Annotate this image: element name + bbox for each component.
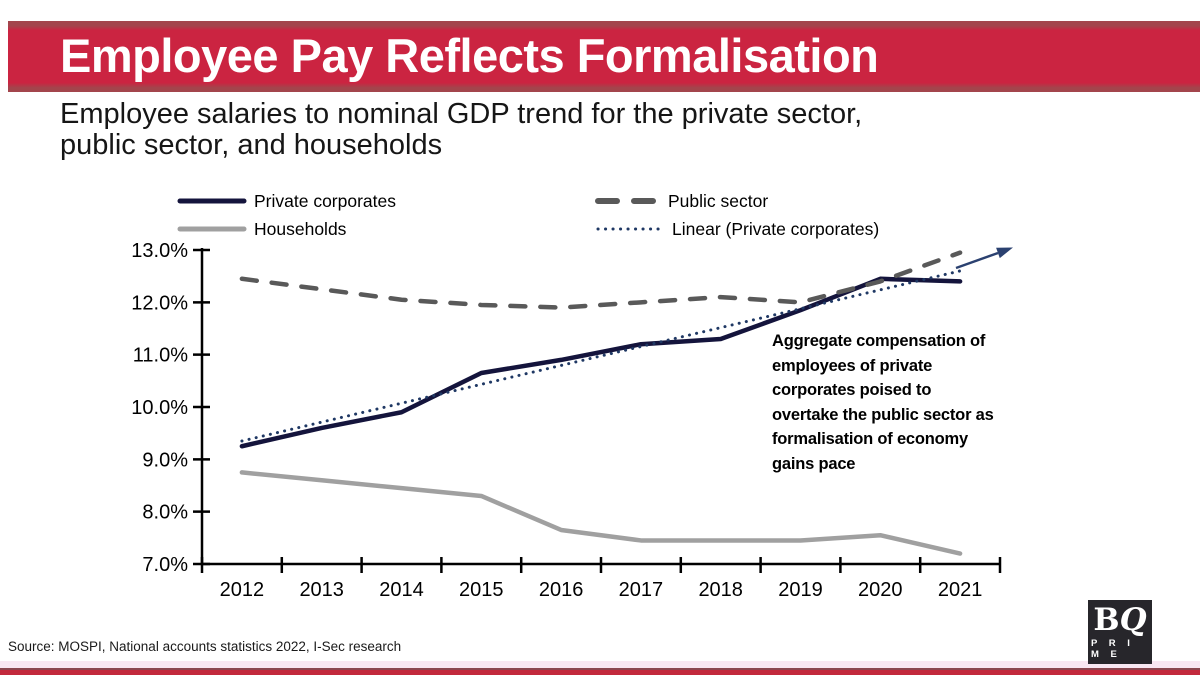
x-tick-label: 2019 xyxy=(778,579,823,601)
y-tick-label: 13.0% xyxy=(131,240,188,262)
bottom-bar-red xyxy=(0,670,1200,675)
x-tick-label: 2021 xyxy=(938,579,983,601)
y-tick-label: 7.0% xyxy=(142,554,188,576)
y-tick-label: 11.0% xyxy=(133,345,188,367)
x-tick-label: 2015 xyxy=(459,579,504,601)
linear-trend-line xyxy=(240,269,962,443)
y-tick-label: 8.0% xyxy=(142,502,188,524)
households-swatch xyxy=(177,226,247,232)
legend-item-households: Households xyxy=(177,218,347,239)
public-sector-swatch xyxy=(595,198,661,204)
x-tick-label: 2014 xyxy=(379,579,424,601)
legend-item-linear: Linear (Private corporates) xyxy=(595,218,880,239)
trend-arrow-shaft xyxy=(955,251,999,270)
bq-logo-text: BQ xyxy=(1093,601,1147,638)
x-tick-label: 2016 xyxy=(539,579,584,601)
bq-prime-logo: BQ P R I M E xyxy=(1088,600,1152,664)
prime-logo-text: P R I M E xyxy=(1091,637,1135,660)
chart-subtitle: Employee salaries to nominal GDP trend f… xyxy=(60,98,863,161)
x-tick-label: 2018 xyxy=(698,579,743,601)
chart-annotation: Aggregate compensation of employees of p… xyxy=(772,332,994,473)
public-sector-line xyxy=(239,250,963,310)
y-tick-label: 12.0% xyxy=(131,292,188,314)
page-title: Employee Pay Reflects Formalisation xyxy=(60,29,879,82)
households-line xyxy=(239,470,963,556)
legend-label-linear: Linear (Private corporates) xyxy=(672,218,880,239)
trend-arrow-head xyxy=(996,247,1013,259)
x-tick-label: 2013 xyxy=(299,579,344,601)
private-corporates-line xyxy=(239,276,963,449)
source-note: Source: MOSPI, National accounts statist… xyxy=(8,639,402,654)
bottom-strip-maroon xyxy=(0,668,1200,670)
title-banner: Employee Pay Reflects Formalisation xyxy=(8,21,1200,92)
x-tick-label: 2017 xyxy=(619,579,664,601)
x-tick-label: 2012 xyxy=(220,579,265,601)
legend-label-households: Households xyxy=(254,218,347,239)
private-corporates-swatch xyxy=(177,198,247,204)
y-tick-label: 9.0% xyxy=(142,449,188,471)
legend-item-private-corporates: Private corporates xyxy=(177,190,397,211)
x-tick-label: 2020 xyxy=(858,579,903,601)
legend-label-private-corporates: Private corporates xyxy=(254,190,397,211)
y-tick-label: 10.0% xyxy=(131,397,188,419)
legend-label-public-sector: Public sector xyxy=(668,190,769,211)
legend-item-public-sector: Public sector xyxy=(595,190,769,211)
linear-trend-swatch xyxy=(596,227,664,231)
bottom-strip-pink xyxy=(0,661,1200,668)
